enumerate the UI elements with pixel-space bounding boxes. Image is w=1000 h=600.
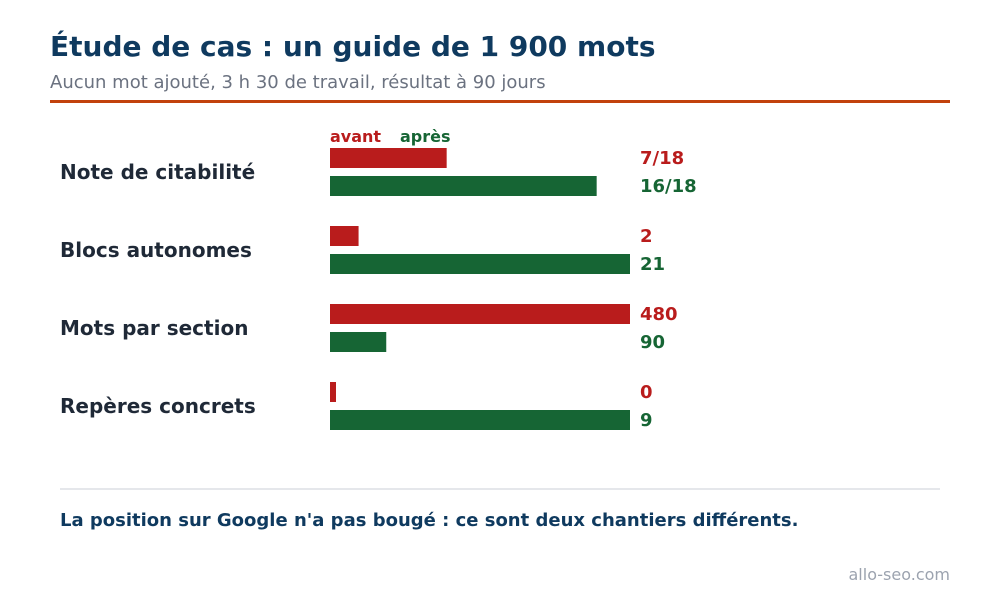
category-label: Note de citabilité <box>60 160 255 184</box>
title-divider <box>50 100 950 103</box>
bar-before <box>330 148 447 168</box>
footer-divider <box>60 488 940 490</box>
page-title: Étude de cas : un guide de 1 900 mots <box>50 30 656 63</box>
category-label: Blocs autonomes <box>60 238 252 262</box>
data-label-before: 2 <box>640 226 653 247</box>
data-label-before: 7/18 <box>640 148 684 169</box>
data-label-before: 480 <box>640 304 678 325</box>
source-credit: allo-seo.com <box>848 565 951 584</box>
bar-before <box>330 382 336 402</box>
data-label-after: 16/18 <box>640 176 697 197</box>
page-subtitle: Aucun mot ajouté, 3 h 30 de travail, rés… <box>50 72 546 93</box>
data-label-before: 0 <box>640 382 653 403</box>
bar-before <box>330 304 630 324</box>
data-label-after: 90 <box>640 332 665 353</box>
bar-before <box>330 226 359 246</box>
data-label-after: 21 <box>640 254 665 275</box>
data-label-after: 9 <box>640 410 653 431</box>
category-label: Mots par section <box>60 316 248 340</box>
bar-after <box>330 410 630 430</box>
bar-after <box>330 254 630 274</box>
conclusion-text: La position sur Google n'a pas bougé : c… <box>60 510 799 531</box>
legend-before: avant <box>330 127 382 146</box>
bar-after <box>330 332 387 352</box>
category-label: Repères concrets <box>60 394 256 418</box>
legend-after: après <box>400 127 451 146</box>
bar-after <box>330 176 597 196</box>
